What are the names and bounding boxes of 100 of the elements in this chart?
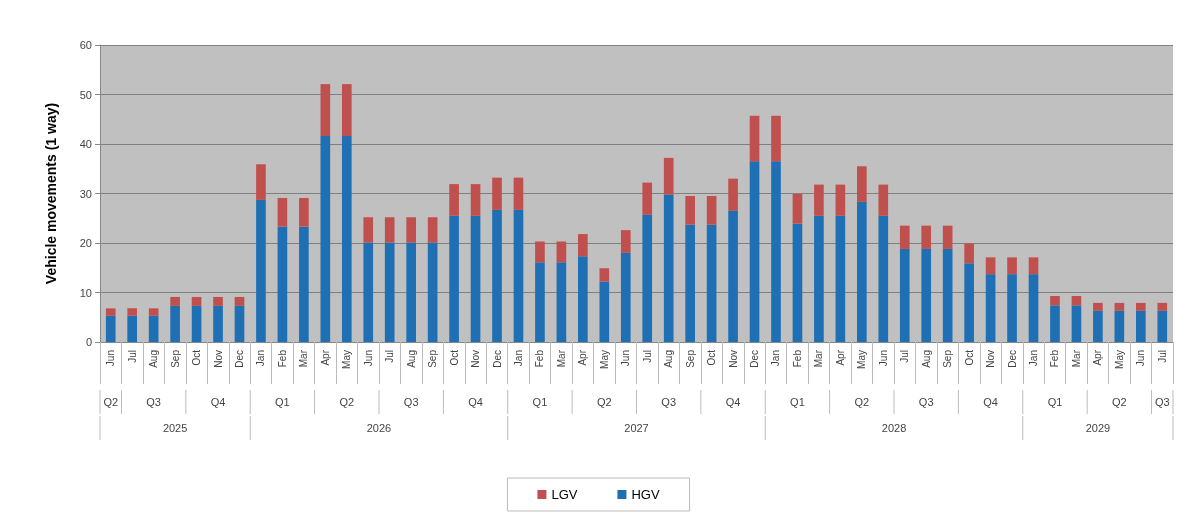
bar (384, 217, 395, 243)
x-tick-label: Feb (534, 349, 546, 368)
text: Q2 (854, 396, 870, 408)
x-tick-label: Dec (1006, 350, 1018, 368)
bar (277, 197, 288, 227)
bar (878, 184, 889, 216)
bar (942, 225, 953, 249)
bar (170, 296, 180, 306)
bar (535, 262, 545, 342)
bar (299, 226, 309, 342)
bar (1157, 302, 1168, 311)
bar (556, 262, 567, 342)
bar (234, 305, 245, 342)
bar (620, 252, 631, 342)
x-tick-label: Jun (105, 350, 117, 367)
x-tick-label: Jan (1028, 350, 1040, 367)
bar (191, 296, 202, 306)
text: 2028 (881, 422, 907, 434)
bar (706, 224, 717, 342)
x-tick-label: Mar (813, 349, 825, 368)
bar (835, 184, 846, 216)
x-tick-label: Oct (191, 349, 203, 366)
x-tick-label: Oct (963, 349, 975, 366)
text: Q3 (146, 396, 161, 408)
bar (1135, 302, 1146, 311)
y-tick-label: 50 (79, 88, 92, 101)
x-tick-label: Jun (620, 350, 632, 367)
text: Q2 (339, 396, 355, 408)
text: Q1 (532, 396, 548, 408)
bar (1114, 310, 1125, 342)
y-tick-label: 30 (79, 187, 92, 200)
x-tick-label: Oct (448, 349, 460, 366)
bar (363, 217, 374, 243)
text: Q2 (1112, 396, 1127, 408)
x-tick-label: Dec (749, 350, 761, 368)
bar (599, 268, 610, 282)
text: Q4 (210, 396, 226, 408)
x-tick-label: Jul (1156, 350, 1168, 363)
bar (449, 215, 459, 342)
text: Q1 (275, 396, 290, 408)
x-tick-label: Jan (255, 350, 267, 367)
bar (1071, 305, 1082, 342)
x-tick-label: Apr (1092, 349, 1104, 366)
bar (599, 281, 610, 342)
bar (256, 199, 266, 342)
bar (921, 248, 932, 342)
text: Q1 (790, 396, 805, 408)
x-tick-label: Jun (362, 350, 374, 367)
x-tick-label: Feb (791, 349, 803, 368)
bar (964, 243, 974, 264)
bar (341, 84, 352, 137)
bar (234, 296, 245, 306)
bar (1028, 274, 1039, 342)
bar (449, 184, 459, 216)
x-tick-label: Feb (276, 349, 288, 368)
bar (964, 263, 974, 342)
bar (384, 242, 395, 342)
x-tick-label: Aug (148, 350, 160, 368)
bar (857, 201, 867, 342)
x-tick-label: Sep (942, 349, 954, 368)
bar (728, 178, 738, 211)
bar (642, 182, 653, 215)
text: Q3 (1154, 396, 1170, 408)
x-tick-label: May (341, 350, 353, 369)
bar (792, 223, 803, 342)
bar (427, 217, 438, 243)
bar (1007, 274, 1017, 342)
text: Q4 (468, 396, 483, 408)
bar (277, 226, 288, 342)
text: Q2 (103, 396, 119, 408)
y-axis-title: Vehicle movements (1 way) (43, 102, 59, 285)
bar (749, 161, 760, 342)
bar (105, 308, 116, 316)
bar (1135, 310, 1146, 342)
bar (1093, 302, 1103, 311)
text: Q1 (1047, 396, 1063, 408)
x-tick-label: Dec (233, 350, 245, 368)
x-tick-label: Apr (319, 349, 331, 366)
x-tick-label: Nov (212, 350, 224, 368)
bar (513, 209, 524, 342)
bar (1007, 257, 1017, 275)
x-tick-label: Jun (877, 350, 889, 367)
bar (341, 136, 352, 342)
bar (406, 217, 416, 243)
bar (1114, 302, 1125, 311)
x-tick-label: Oct (706, 349, 718, 366)
bar (749, 115, 760, 162)
bar (191, 305, 202, 342)
bar (406, 242, 416, 342)
bar (363, 242, 374, 342)
x-tick-label: Mar (555, 349, 567, 368)
text: 2026 (366, 422, 392, 434)
bar (320, 136, 331, 342)
bar (642, 214, 653, 342)
x-tick-label: Sep (427, 349, 439, 368)
bar (1050, 295, 1060, 306)
bar (427, 242, 438, 342)
bar (127, 308, 138, 316)
x-tick-label: Nov (470, 350, 482, 368)
legend-label: HGV (631, 487, 660, 502)
